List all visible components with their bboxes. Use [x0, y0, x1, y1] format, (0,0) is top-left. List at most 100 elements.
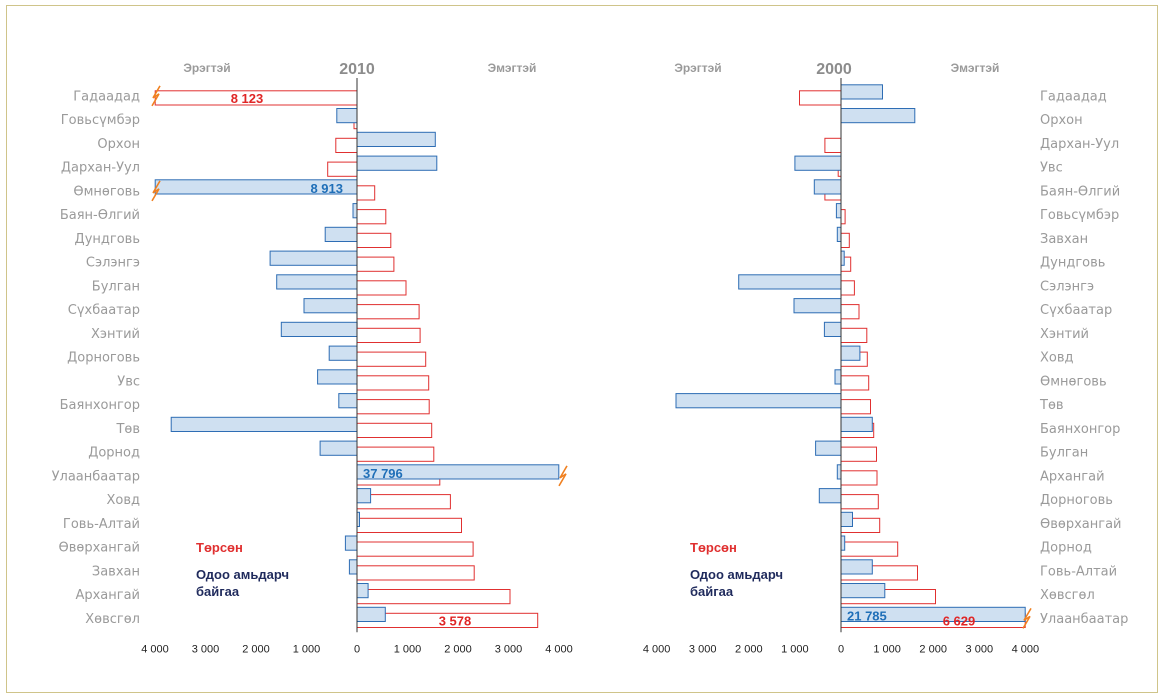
axis-break-mark — [151, 180, 161, 202]
bar-born-right-13 — [840, 399, 871, 415]
bar-living-left-12 — [834, 369, 842, 385]
category-label: Баян-Өлгий — [60, 208, 140, 223]
bar-living-left-16 — [836, 464, 842, 480]
bar-born-right-10 — [356, 327, 421, 343]
bar-living-right-14 — [840, 416, 873, 432]
bar-living-right-22 — [356, 606, 386, 622]
axis-break-mark — [1022, 607, 1032, 629]
category-label: Сүхбаатар — [68, 303, 140, 318]
bar-living-right-20 — [840, 559, 873, 575]
bar-living-right-0 — [840, 84, 883, 100]
category-label: Гадаадад — [73, 89, 140, 104]
category-label: Архангай — [75, 588, 140, 603]
bar-living-left-1 — [336, 108, 358, 124]
bar-living-left-7 — [269, 250, 358, 266]
bar-living-left-14 — [170, 416, 358, 432]
bar-living-left-6 — [836, 226, 842, 243]
bar-living-left-5 — [352, 203, 358, 219]
bar-living-left-8 — [738, 274, 842, 290]
category-label: Хэнтий — [91, 327, 140, 342]
category-label: Дорноговь — [67, 351, 140, 366]
x-tick-label: 4 000 — [141, 643, 169, 655]
category-label: Говь-Алтай — [1040, 564, 1117, 579]
bar-living-right-21 — [840, 583, 886, 599]
bar-born-right-10 — [840, 327, 868, 343]
bar-living-left-13 — [338, 393, 358, 409]
bar-living-left-3 — [794, 155, 842, 171]
bar-living-left-12 — [317, 369, 358, 385]
category-label: Говьсүмбэр — [61, 113, 140, 128]
category-label: Өвөрхангай — [1040, 517, 1122, 532]
category-label: Улаанбаатар — [52, 469, 140, 484]
category-label: Орхон — [1040, 113, 1083, 128]
category-label: Баянхонгор — [60, 398, 140, 413]
x-tick-label: 2 000 — [444, 643, 472, 655]
bar-born-right-5 — [356, 209, 387, 225]
bar-born-left-3 — [327, 161, 358, 177]
x-tick-label: 1 000 — [293, 643, 321, 655]
category-label: Завхан — [1040, 232, 1088, 247]
legend-living-line1: Одоо амьдарч — [690, 567, 783, 582]
category-label: Сүхбаатар — [1040, 303, 1112, 318]
category-label: Дундговь — [1040, 256, 1105, 271]
header-female: Эмэгтэй — [488, 61, 537, 75]
x-tick-label: 3 000 — [192, 643, 220, 655]
bar-born-right-12 — [840, 375, 870, 391]
chart-2010: 2010 Эрэгтэй Эмэгтэй Гадаадад Говьсүмбэр Орхо… — [52, 61, 573, 655]
chart-2000: 2000 Эрэгтэй Эмэгтэй Гадаадад Орхон Дархан-Уу… — [643, 61, 1129, 655]
category-label: Улаанбаатар — [1040, 612, 1128, 627]
bar-born-right-20 — [356, 565, 475, 581]
category-label: Төв — [115, 422, 140, 437]
bar-living-left-17 — [818, 488, 842, 504]
bar-living-left-6 — [324, 226, 358, 243]
bar-living-left-8 — [276, 274, 358, 290]
chart-year-title: 2010 — [339, 61, 375, 78]
legend-born: Төрсөн — [196, 540, 243, 555]
x-tick-label: 4 000 — [545, 643, 573, 655]
bar-born-right-13 — [356, 399, 430, 415]
legend-living-line2: байгаа — [690, 584, 734, 599]
x-tick-label: 0 — [354, 643, 360, 655]
bar-living-right-17 — [356, 488, 372, 504]
category-label: Хэнтий — [1040, 327, 1089, 342]
category-label: Өмнөговь — [73, 184, 140, 199]
axis-break-mark — [558, 465, 568, 487]
bar-born-right-16 — [840, 470, 878, 486]
legend-living-line1: Одоо амьдарч — [196, 567, 289, 582]
bar-born-right-6 — [840, 232, 850, 249]
bar-born-left-0 — [799, 90, 842, 106]
overflow-value-label: 8 123 — [231, 91, 264, 106]
bar-born-left-2 — [824, 137, 842, 154]
category-label: Дорнод — [88, 446, 140, 461]
bar-living-left-9 — [303, 298, 358, 314]
category-label: Баянхонгор — [1040, 422, 1120, 437]
bar-living-left-11 — [328, 345, 358, 361]
bar-born-right-8 — [840, 280, 855, 296]
category-label: Хөвсгөл — [1040, 588, 1095, 603]
overflow-value-label: 6 629 — [943, 613, 976, 628]
category-label: Увс — [117, 374, 140, 389]
bar-born-right-6 — [356, 232, 392, 249]
bar-living-left-4 — [813, 179, 842, 195]
category-label: Ховд — [1040, 351, 1074, 366]
bar-born-right-19 — [356, 541, 474, 557]
category-label: Дорнод — [1040, 541, 1092, 556]
bar-born-left-2 — [335, 137, 358, 154]
bar-living-right-3 — [356, 155, 438, 171]
x-tick-label: 2 000 — [242, 643, 270, 655]
bar-born-right-9 — [356, 304, 420, 320]
bar-living-left-15 — [319, 440, 358, 456]
figure-frame — [6, 5, 1158, 693]
category-label: Өмнөговь — [1040, 374, 1107, 389]
category-label: Орхон — [97, 137, 140, 152]
chart-year-title: 2000 — [816, 61, 852, 78]
bar-born-right-4 — [356, 185, 376, 201]
overflow-value-label: 21 785 — [847, 608, 887, 623]
category-label: Архангай — [1040, 469, 1105, 484]
x-tick-label: 0 — [838, 643, 844, 655]
category-label: Гадаадад — [1040, 89, 1107, 104]
bar-born-right-15 — [840, 446, 877, 462]
bar-living-left-20 — [348, 559, 358, 575]
x-tick-label: 4 000 — [643, 643, 671, 655]
